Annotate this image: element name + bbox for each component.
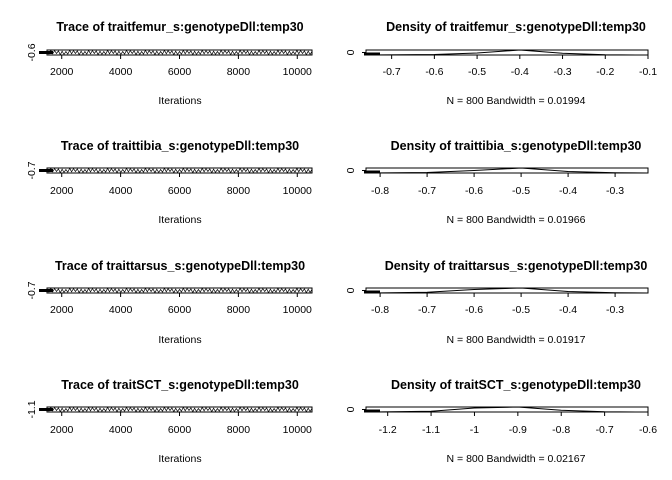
x-tick-label: 6000 [168, 66, 192, 78]
x-tick-label: 6000 [168, 304, 192, 316]
x-tick-label: -0.4 [559, 304, 577, 316]
trace-line [46, 406, 313, 413]
y-tick-label: -1.1 [26, 400, 38, 418]
panel-title: Trace of traitSCT_s:genotypeDll:temp30 [61, 378, 299, 392]
x-tick-label: -0.3 [606, 304, 624, 316]
x-tick-label: -0.8 [552, 424, 570, 436]
density-curve [365, 406, 649, 413]
x-tick-label: -0.8 [371, 185, 389, 197]
x-tick-label: -0.6 [465, 304, 483, 316]
x-axis-label: Iterations [158, 453, 201, 465]
trace-panel: Trace of traittibia_s:genotypeDll:temp30… [26, 139, 313, 226]
x-tick-label: -0.7 [418, 304, 436, 316]
x-axis-label: N = 800 Bandwidth = 0.01917 [447, 334, 586, 346]
density-panel: Density of traitfemur_s:genotypeDll:temp… [345, 20, 657, 107]
panel-title: Trace of traitfemur_s:genotypeDll:temp30 [56, 20, 303, 34]
x-tick-label: -0.3 [553, 66, 571, 78]
x-tick-label: 10000 [283, 424, 312, 436]
trace-panel: Trace of traittarsus_s:genotypeDll:temp3… [26, 259, 313, 346]
y-tick-label: -0.7 [26, 161, 38, 179]
y-tick-label: 0 [345, 287, 357, 293]
x-tick-label: 8000 [227, 304, 251, 316]
x-axis-label: Iterations [158, 334, 201, 346]
y-tick-label: -0.7 [26, 281, 38, 299]
trace-line [46, 49, 313, 56]
x-tick-label: -1 [470, 424, 479, 436]
density-panel: Density of traittarsus_s:genotypeDll:tem… [345, 259, 649, 346]
density-curve [365, 49, 649, 56]
x-tick-label: -0.5 [468, 66, 486, 78]
trace-panel: Trace of traitfemur_s:genotypeDll:temp30… [26, 20, 313, 107]
x-tick-label: 6000 [168, 185, 192, 197]
panel-title: Trace of traittibia_s:genotypeDll:temp30 [61, 139, 299, 153]
x-tick-label: -1.1 [422, 424, 440, 436]
x-tick-label: 8000 [227, 185, 251, 197]
x-tick-label: 8000 [227, 424, 251, 436]
x-tick-label: 10000 [283, 66, 312, 78]
x-axis-label: Iterations [158, 95, 201, 107]
x-tick-label: 8000 [227, 66, 251, 78]
x-tick-label: -0.7 [383, 66, 401, 78]
density-panel: Density of traitSCT_s:genotypeDll:temp30… [345, 378, 657, 465]
x-tick-label: -0.6 [639, 424, 657, 436]
x-tick-label: 10000 [283, 304, 312, 316]
x-tick-label: 10000 [283, 185, 312, 197]
x-tick-label: 6000 [168, 424, 192, 436]
y-tick-label: 0 [345, 167, 357, 173]
x-tick-label: -0.6 [465, 185, 483, 197]
panel-title: Density of traitSCT_s:genotypeDll:temp30 [391, 378, 641, 392]
x-tick-label: -0.9 [509, 424, 527, 436]
density-panel: Density of traittibia_s:genotypeDll:temp… [345, 139, 649, 226]
x-tick-label: 4000 [109, 66, 133, 78]
x-tick-label: -0.8 [371, 304, 389, 316]
x-axis-label: N = 800 Bandwidth = 0.01994 [447, 95, 586, 107]
x-tick-label: 4000 [109, 185, 133, 197]
density-curve [365, 167, 649, 174]
x-tick-label: -0.7 [596, 424, 614, 436]
x-tick-label: 2000 [50, 185, 74, 197]
x-tick-label: -0.4 [559, 185, 577, 197]
x-tick-label: -0.7 [418, 185, 436, 197]
x-tick-label: 4000 [109, 424, 133, 436]
y-tick-label: -0.6 [26, 43, 38, 61]
x-tick-label: -0.3 [606, 185, 624, 197]
panel-title: Trace of traittarsus_s:genotypeDll:temp3… [55, 259, 305, 273]
panel-title: Density of traitfemur_s:genotypeDll:temp… [386, 20, 646, 34]
density-curve [365, 287, 649, 294]
x-tick-label: -0.5 [512, 304, 530, 316]
x-tick-label: 2000 [50, 66, 74, 78]
y-tick-label: 0 [345, 406, 357, 412]
x-tick-label: -0.5 [512, 185, 530, 197]
x-axis-label: N = 800 Bandwidth = 0.02167 [447, 453, 586, 465]
panel-title: Density of traittibia_s:genotypeDll:temp… [391, 139, 642, 153]
x-tick-label: -0.1 [639, 66, 657, 78]
trace-line [46, 287, 313, 294]
x-tick-label: 4000 [109, 304, 133, 316]
x-tick-label: -0.6 [425, 66, 443, 78]
x-axis-label: N = 800 Bandwidth = 0.01966 [447, 214, 586, 226]
x-tick-label: -0.2 [596, 66, 614, 78]
panel-title: Density of traittarsus_s:genotypeDll:tem… [385, 259, 648, 273]
y-tick-label: 0 [345, 49, 357, 55]
x-tick-label: -0.4 [511, 66, 529, 78]
x-tick-label: 2000 [50, 424, 74, 436]
x-tick-label: -1.2 [379, 424, 397, 436]
x-tick-label: 2000 [50, 304, 74, 316]
trace-line [46, 167, 313, 174]
x-axis-label: Iterations [158, 214, 201, 226]
trace-panel: Trace of traitSCT_s:genotypeDll:temp30 20… [26, 378, 313, 465]
